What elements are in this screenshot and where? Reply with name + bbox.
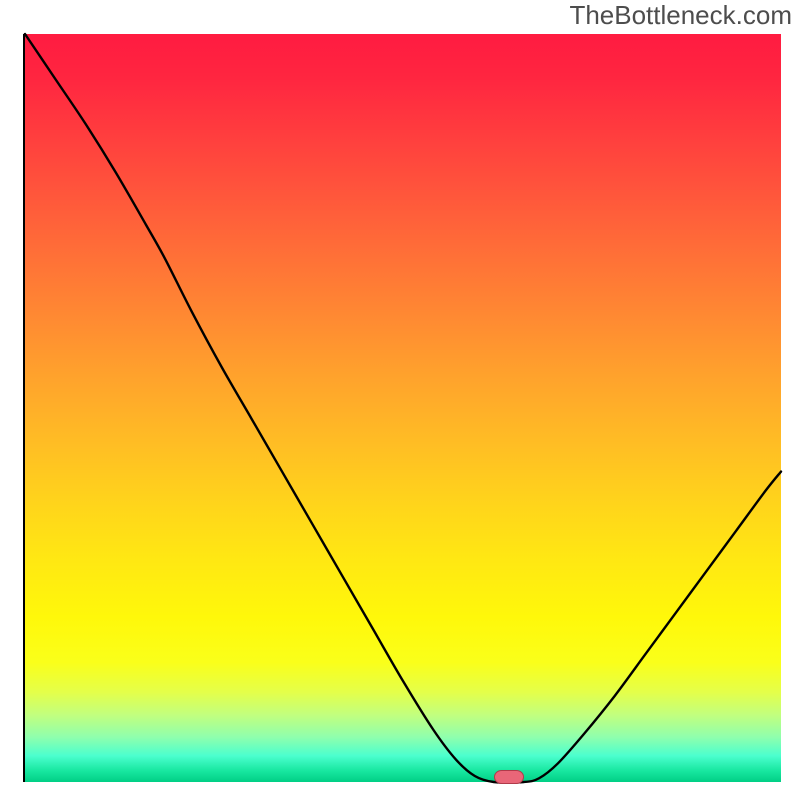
watermark-text: TheBottleneck.com xyxy=(569,0,792,31)
chart-container: TheBottleneck.com xyxy=(0,0,800,800)
marker-pill xyxy=(494,770,523,783)
plot-area xyxy=(23,34,779,782)
series-line xyxy=(25,34,781,782)
curve-path xyxy=(25,34,781,783)
minimum-marker xyxy=(494,770,524,784)
